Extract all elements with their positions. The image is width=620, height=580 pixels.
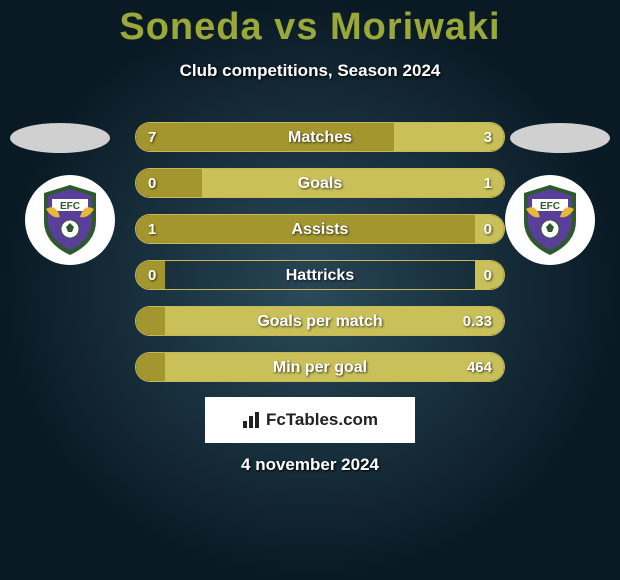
- team-badge-right: EFC: [505, 175, 595, 265]
- shield-crest-icon: EFC: [38, 183, 102, 257]
- stat-label: Goals per match: [136, 307, 504, 336]
- subtitle: Club competitions, Season 2024: [0, 61, 620, 81]
- stat-row: 00Hattricks: [135, 260, 505, 290]
- svg-text:EFC: EFC: [540, 201, 560, 212]
- shield-crest-icon: EFC: [518, 183, 582, 257]
- team-badge-left: EFC: [25, 175, 115, 265]
- stat-row: 01Goals: [135, 168, 505, 198]
- svg-text:EFC: EFC: [60, 201, 80, 212]
- stat-label: Goals: [136, 169, 504, 198]
- stat-row: 73Matches: [135, 122, 505, 152]
- player-right-plate: [510, 123, 610, 153]
- stat-label: Matches: [136, 123, 504, 152]
- stat-row: 0.33Goals per match: [135, 306, 505, 336]
- stat-label: Hattricks: [136, 261, 504, 290]
- stat-row: 464Min per goal: [135, 352, 505, 382]
- page-title: Soneda vs Moriwaki: [0, 0, 620, 49]
- chart-icon: [242, 411, 262, 429]
- brand-box[interactable]: FcTables.com: [205, 397, 415, 443]
- brand-text: FcTables.com: [266, 410, 378, 430]
- comparison-bars: 73Matches 01Goals 10Assists 00Hattricks 0.33…: [135, 122, 505, 398]
- date-text: 4 november 2024: [0, 455, 620, 475]
- stat-row: 10Assists: [135, 214, 505, 244]
- stat-label: Assists: [136, 215, 504, 244]
- player-left-plate: [10, 123, 110, 153]
- stat-label: Min per goal: [136, 353, 504, 382]
